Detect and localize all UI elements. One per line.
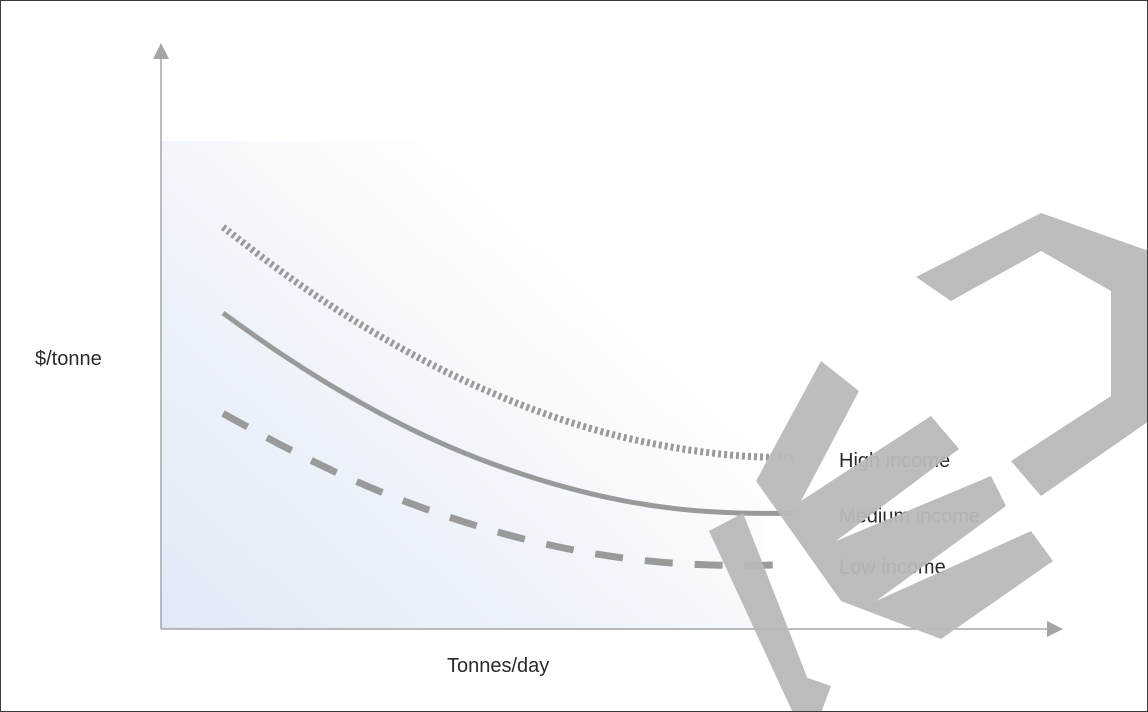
y-axis-arrow [153, 43, 169, 59]
series-line-high-income [220, 224, 794, 462]
watermark-letter-e [756, 361, 1053, 639]
x-axis-label: Tonnes/day [447, 655, 549, 677]
y-axis-label: $/tonne [35, 348, 102, 370]
plot-background [161, 141, 761, 629]
watermark [709, 213, 1147, 711]
series-layer [220, 224, 794, 569]
watermark-letter-d [916, 213, 1147, 496]
watermark-letter-v [709, 513, 821, 711]
x-axis-arrow [1047, 621, 1063, 637]
series-line-medium-income [221, 311, 794, 516]
watermark-letter-v-right [793, 677, 831, 711]
series-line-low-income [221, 410, 794, 569]
